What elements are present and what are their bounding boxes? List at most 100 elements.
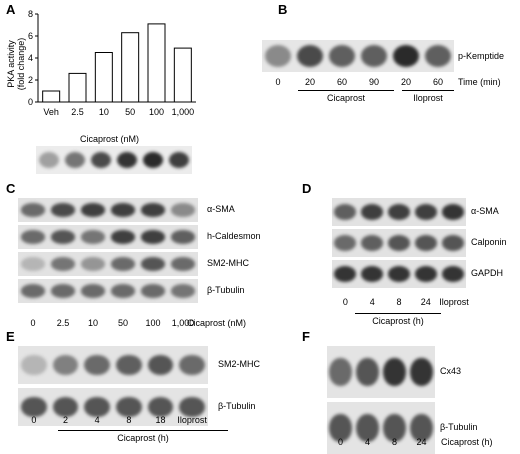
- blot-row-label: α-SMA: [207, 204, 235, 214]
- panel-e-group-bar: [58, 430, 228, 431]
- y-tick-label: 8: [28, 9, 33, 19]
- bar: [121, 32, 140, 103]
- blot-band: [393, 45, 419, 67]
- lane-label: 60: [432, 77, 443, 87]
- lane-label: 8: [391, 437, 397, 447]
- blot-band: [383, 413, 406, 443]
- blot-band: [265, 45, 291, 67]
- blot-band: [388, 204, 410, 220]
- panel-b-row-label: p-Kemptide: [458, 51, 505, 61]
- panel-a-bar-chart: 0 2 4 6 8 Veh 2.5 10 50 100 1,000: [28, 9, 196, 117]
- lane-label: 0: [30, 318, 36, 328]
- blot-band: [329, 45, 355, 67]
- panel-e-letter: E: [6, 329, 15, 344]
- blot-band: [140, 257, 166, 271]
- panel-e-group-label: Cicaprost (h): [117, 433, 169, 443]
- panel-d-group-bar: [355, 313, 441, 314]
- blot-band: [115, 396, 142, 418]
- panel-b-cicaprost-bar: [298, 90, 394, 91]
- blot-band: [334, 204, 357, 220]
- blot-row-label: β-Tubulin: [218, 401, 256, 411]
- blot-band: [179, 396, 206, 418]
- blot-band: [20, 354, 47, 376]
- bar: [94, 52, 113, 103]
- blot-band: [140, 203, 166, 217]
- x-tick-label: 2.5: [71, 107, 84, 117]
- blot-band: [356, 413, 379, 443]
- blot-band: [334, 266, 357, 282]
- x-tick-label: 100: [149, 107, 164, 117]
- panel-a-blot: [36, 146, 192, 174]
- ylabel-line-1: PKA activity: [6, 40, 16, 88]
- blot-band: [80, 257, 106, 271]
- blot-band: [169, 152, 189, 168]
- lane-label: 100: [145, 318, 161, 328]
- blot-band: [117, 152, 137, 168]
- blot-band: [20, 203, 46, 217]
- blot-band: [334, 235, 357, 251]
- blot-band: [410, 357, 433, 387]
- blot-band: [414, 204, 437, 220]
- panel-b-group-cicaprost: Cicaprost: [326, 93, 365, 103]
- blot-band: [140, 284, 166, 298]
- lane-label: 24: [420, 297, 431, 307]
- blot-strip: [18, 346, 208, 384]
- blot-band: [388, 235, 410, 251]
- blot-strip: [18, 252, 198, 276]
- y-tick-label: 6: [28, 31, 33, 41]
- lane-label: 0: [275, 77, 281, 87]
- bar: [147, 23, 166, 103]
- panel-a-letter: A: [6, 2, 16, 17]
- lane-label: 18: [155, 415, 166, 425]
- blot-row-label: GAPDH: [471, 268, 504, 278]
- panel-b-letter: B: [278, 2, 288, 17]
- lane-label: 60: [336, 77, 347, 87]
- x-tick-label: 10: [99, 107, 109, 117]
- y-tick-label: 0: [28, 97, 33, 107]
- blot-row-label: β-Tubulin: [207, 285, 245, 295]
- blot-band: [50, 230, 76, 244]
- panel-b-time-label: Time (min): [458, 77, 501, 87]
- y-tick-label: 4: [28, 53, 33, 63]
- lane-label: 20: [400, 77, 411, 87]
- blot-band: [388, 266, 410, 282]
- lane-label: 90: [368, 77, 379, 87]
- blot-band: [110, 230, 136, 244]
- blot-band: [383, 357, 406, 387]
- panel-b-iloprost-bar: [402, 90, 454, 91]
- blot-strip: [18, 279, 198, 303]
- blot-band: [52, 396, 79, 418]
- blot-row-label: α-SMA: [471, 206, 499, 216]
- lane-label: Iloprost: [439, 297, 469, 307]
- blot-band: [84, 396, 111, 418]
- blot-row-label: Cx43: [440, 366, 462, 376]
- blot-band: [361, 266, 384, 282]
- lane-label: 0: [31, 415, 37, 425]
- blot-band: [170, 230, 196, 244]
- panel-d-letter: D: [302, 181, 312, 196]
- lane-label: 1,000: [171, 318, 195, 328]
- blot-band: [179, 354, 206, 376]
- blot-band: [170, 284, 196, 298]
- blot-row-label: β-Tubulin: [440, 422, 478, 432]
- blot-band: [91, 152, 111, 168]
- blot-band: [80, 203, 106, 217]
- blot-band: [80, 284, 106, 298]
- panel-f-unit-label: Cicaprost (h): [441, 437, 493, 447]
- blot-band: [50, 284, 76, 298]
- blot-band: [140, 230, 166, 244]
- lane-label: 24: [416, 437, 427, 447]
- lane-label: 4: [94, 415, 100, 425]
- blot-band: [356, 357, 379, 387]
- blot-band: [147, 354, 174, 376]
- x-tick-label: Veh: [43, 107, 59, 117]
- blot-band: [147, 396, 174, 418]
- blot-band: [110, 257, 136, 271]
- lane-label: 0: [337, 437, 343, 447]
- blot-band: [110, 284, 136, 298]
- lane-label: 10: [87, 318, 98, 328]
- bar: [173, 47, 192, 103]
- blot-row-label: SM2-MHC: [218, 359, 260, 369]
- blot-band: [50, 257, 76, 271]
- blot-strip: [18, 198, 198, 222]
